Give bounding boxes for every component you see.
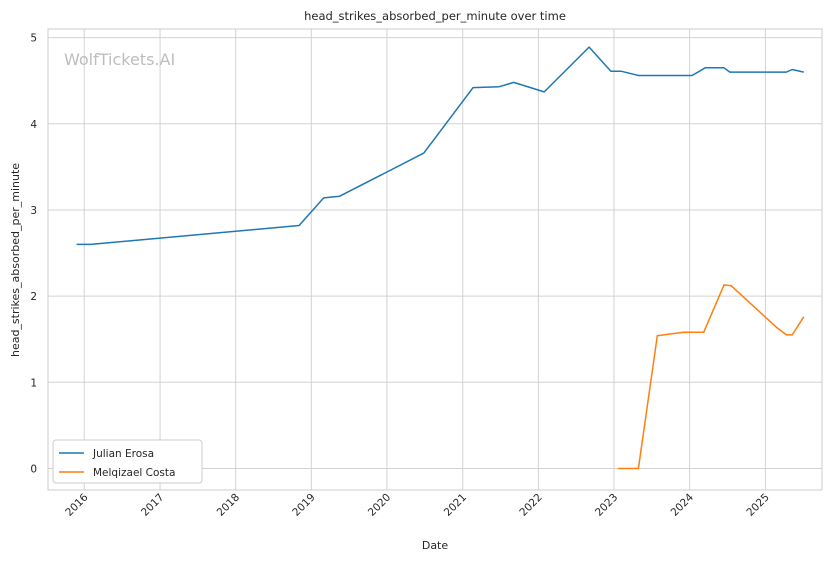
series-line-melqizael-costa — [618, 284, 805, 470]
y-axis-label: head_strikes_absorbed_per_minute — [9, 163, 22, 357]
legend-box — [52, 439, 203, 484]
series-lines — [76, 46, 805, 470]
y-tick-label-1: 1 — [30, 377, 37, 389]
series-line-julian-erosa — [76, 46, 804, 246]
y-tick-label-2: 2 — [30, 291, 37, 303]
y-tick-label-4: 4 — [30, 119, 37, 131]
x-axis-label: Date — [422, 539, 449, 552]
plot-frame — [47, 28, 823, 491]
legend: Julian Erosa Melqizael Costa — [52, 439, 203, 484]
y-tick-label-5: 5 — [30, 33, 37, 45]
tick-labels: 2016 2017 2018 2019 2020 2021 2022 2023 2024 2025… — [30, 33, 771, 519]
legend-label-julian-erosa: Julian Erosa — [92, 448, 154, 460]
y-tick-label-3: 3 — [30, 205, 37, 217]
watermark: WolfTickets.AI — [64, 50, 175, 69]
legend-label-melqizael-costa: Melqizael Costa — [93, 467, 175, 479]
grid — [48, 29, 822, 490]
chart-title: head_strikes_absorbed_per_minute over ti… — [304, 9, 566, 23]
y-tick-label-0: 0 — [30, 463, 37, 475]
